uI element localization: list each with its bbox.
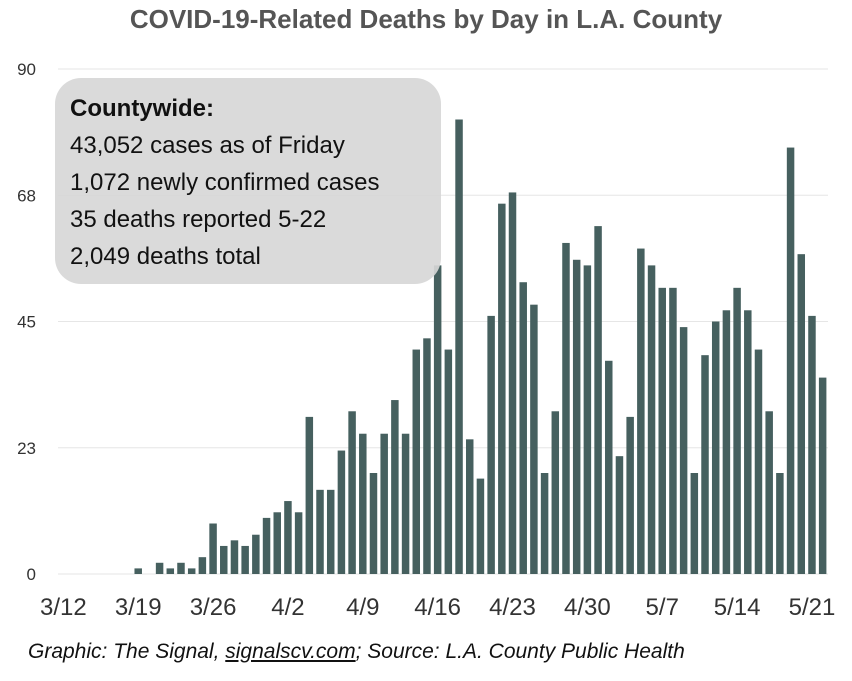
x-tick-label: 5/21 <box>789 594 836 621</box>
countywide-info-box: Countywide: 43,052 cases as of Friday 1,… <box>55 78 441 284</box>
bar <box>337 450 346 574</box>
bar <box>808 315 816 574</box>
bar <box>391 400 399 574</box>
bar <box>155 562 164 574</box>
bar <box>134 568 142 574</box>
x-tick-label: 4/16 <box>414 594 461 621</box>
info-deaths-reported: 35 deaths reported 5-22 <box>70 206 327 233</box>
bar <box>423 338 431 574</box>
y-tick-label: 23 <box>17 439 36 458</box>
bar <box>508 192 517 574</box>
bar <box>166 568 175 574</box>
bar <box>679 327 688 574</box>
x-tick-label: 3/26 <box>190 594 237 621</box>
x-tick-label: 5/14 <box>714 594 761 621</box>
bar <box>647 265 656 574</box>
bar <box>498 203 506 575</box>
bar <box>316 489 324 574</box>
bar <box>540 473 549 574</box>
bar <box>711 321 720 574</box>
y-tick-label: 45 <box>17 313 36 332</box>
y-tick-label: 68 <box>17 186 36 205</box>
bar <box>562 242 570 574</box>
bar <box>658 287 666 574</box>
info-heading: Countywide: <box>70 95 214 122</box>
bar <box>476 478 485 574</box>
bar <box>722 310 731 574</box>
bar <box>754 349 763 574</box>
bar <box>487 315 495 574</box>
bar <box>209 523 217 574</box>
bar <box>401 433 410 574</box>
chart-title: COVID-19-Related Deaths by Day in L.A. C… <box>129 4 723 34</box>
bar <box>230 540 239 574</box>
bar <box>572 259 581 574</box>
bars <box>134 119 827 575</box>
bar <box>198 557 207 574</box>
bar <box>626 416 634 574</box>
bar <box>348 411 356 574</box>
bar <box>241 545 249 574</box>
bar <box>455 119 463 574</box>
x-axis-ticks: 3/12 3/19 3/26 4/2 4/9 4/16 4/23 4/30 5/7 5/14 5/2… <box>40 594 835 621</box>
bar <box>262 517 271 574</box>
x-tick-label: 3/19 <box>115 594 162 621</box>
bar <box>177 562 185 574</box>
bar <box>744 310 752 574</box>
bar <box>380 433 388 574</box>
bar <box>797 254 806 575</box>
x-tick-label: 5/7 <box>646 594 679 621</box>
bar <box>733 287 741 574</box>
x-tick-label: 4/2 <box>271 594 304 621</box>
bar <box>433 265 442 574</box>
bar <box>305 416 314 574</box>
source-credit: Graphic: The Signal, signalscv.com; Sour… <box>28 640 685 664</box>
bar <box>583 265 592 574</box>
bar <box>669 287 677 574</box>
bar <box>765 411 773 574</box>
bar <box>273 512 281 574</box>
y-tick-label: 0 <box>27 565 36 584</box>
bar <box>359 433 367 574</box>
credit-prefix: Graphic: The Signal, <box>28 640 226 663</box>
signal-link[interactable]: signalscv.com <box>225 640 356 663</box>
info-cases: 43,052 cases as of Friday <box>70 132 345 159</box>
bar <box>187 568 196 574</box>
bar <box>252 534 260 574</box>
bar <box>594 226 602 575</box>
bar <box>776 473 784 574</box>
x-tick-label: 4/23 <box>489 594 536 621</box>
bar <box>220 545 228 574</box>
bar <box>551 411 560 574</box>
bar <box>412 349 421 574</box>
bar <box>786 147 795 574</box>
bar <box>284 501 292 574</box>
y-tick-label: 90 <box>17 60 36 79</box>
bar <box>690 473 699 574</box>
bar <box>615 456 624 574</box>
x-tick-label: 4/9 <box>346 594 379 621</box>
bar <box>605 360 613 574</box>
bar <box>369 473 378 574</box>
x-tick-label: 3/12 <box>40 594 87 621</box>
info-deaths-total: 2,049 deaths total <box>70 243 261 270</box>
bar <box>530 304 538 574</box>
bar <box>519 282 527 574</box>
bar <box>294 512 303 574</box>
y-axis-ticks: 0 23 45 68 90 <box>17 60 36 584</box>
bar-chart: 0 23 45 68 90 3/12 3/19 3/26 4/2 4/9 4/16 4/23 4/30… <box>17 60 835 621</box>
bar <box>326 489 335 574</box>
bar <box>444 349 453 574</box>
bar <box>637 248 645 574</box>
x-tick-label: 4/30 <box>564 594 611 621</box>
bar <box>465 439 474 574</box>
info-new-cases: 1,072 newly confirmed cases <box>70 169 380 196</box>
bar <box>701 355 709 574</box>
credit-suffix: ; Source: L.A. County Public Health <box>355 640 685 663</box>
bar <box>818 377 827 574</box>
